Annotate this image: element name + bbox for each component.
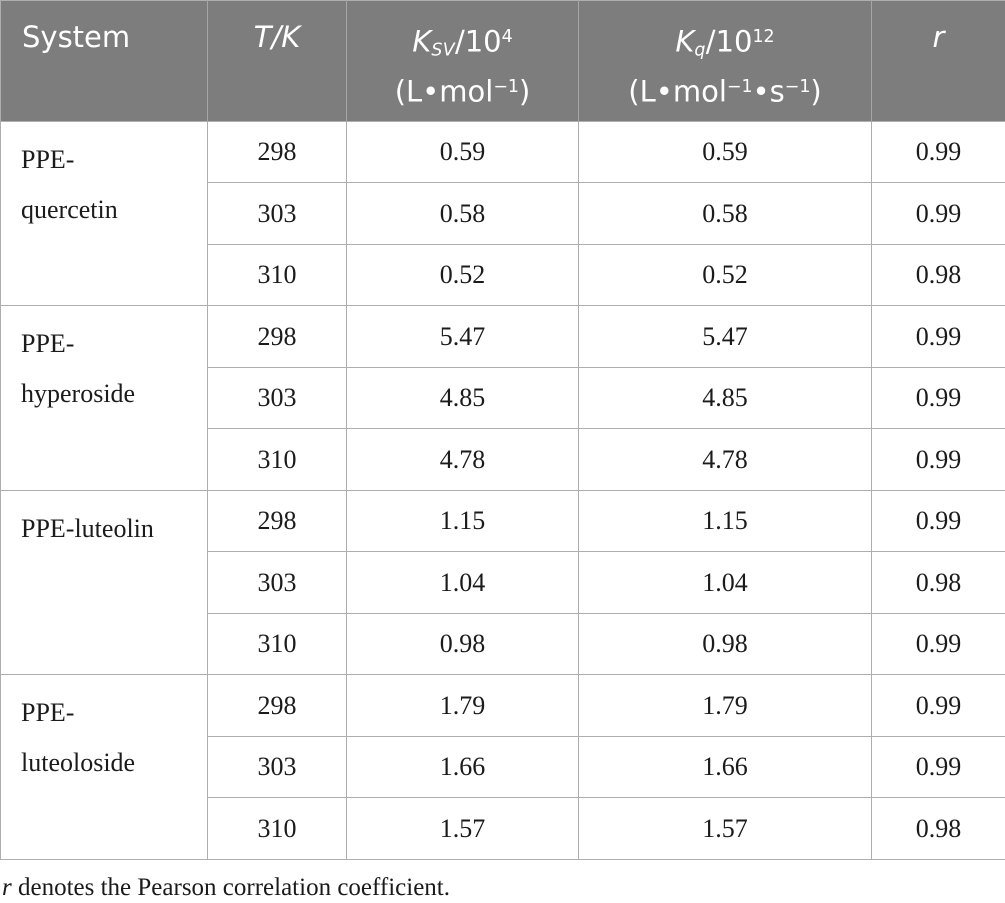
- r-cell: 0.99: [871, 120, 1005, 184]
- temperature-cell: 298: [207, 305, 347, 368]
- ksv-cell: 0.98: [346, 612, 579, 676]
- kq-cell: 4.85: [578, 366, 872, 430]
- r-cell: 0.99: [871, 612, 1005, 676]
- system-cell-hyperoside: PPE- hyperoside: [0, 305, 208, 491]
- ksv-cell: 1.15: [346, 489, 579, 553]
- table-row: 310 1.57 1.57 0.98: [1, 797, 1005, 860]
- quenching-constants-table: System T/K KSV/104 (L•mol−1) Kq/1012 (L•…: [0, 0, 1005, 860]
- kq-cell: 0.52: [578, 243, 872, 307]
- temperature-cell: 310: [207, 243, 347, 307]
- r-cell: 0.98: [871, 243, 1005, 307]
- ksv-cell: 1.57: [346, 797, 579, 860]
- kq-cell: 1.57: [578, 797, 872, 860]
- ksv-cell: 1.04: [346, 551, 579, 614]
- r-header-label: r: [932, 20, 945, 54]
- ksv-unit-line: (L•mol−1): [394, 74, 531, 109]
- ksv-cell: 5.47: [346, 305, 579, 368]
- kq-cell: 1.79: [578, 674, 872, 737]
- footnote-r-symbol: r: [2, 873, 12, 901]
- kq-symbol-line: Kq/1012: [675, 24, 775, 61]
- ksv-cell: 1.79: [346, 674, 579, 737]
- footnote-text: denotes the Pearson correlation coeffici…: [11, 873, 450, 901]
- ksv-cell: 1.66: [346, 735, 579, 799]
- table-row: 303 1.66 1.66 0.99: [1, 735, 1005, 799]
- ksv-cell: 0.52: [346, 243, 579, 307]
- table-row: PPE- quercetin 298 0.59 0.59 0.99: [0, 120, 1005, 307]
- r-cell: 0.99: [871, 674, 1005, 737]
- ksv-cell: 4.78: [346, 428, 579, 491]
- r-cell: 0.99: [871, 489, 1005, 553]
- ksv-cell: 4.85: [346, 366, 579, 430]
- table-row: PPE- luteoloside 298 1.79 1.79 0.99: [0, 674, 1005, 860]
- table-row: 310 0.98 0.98 0.99: [1, 612, 1005, 676]
- temperature-cell: 303: [207, 551, 347, 614]
- table-row: PPE- hyperoside 298 5.47 5.47 0.99: [0, 305, 1005, 491]
- r-cell: 0.98: [871, 551, 1005, 614]
- temperature-cell: 298: [207, 674, 347, 737]
- system-cell-luteoloside: PPE- luteoloside: [0, 674, 208, 860]
- temperature-cell: 303: [207, 735, 347, 799]
- kq-cell: 4.78: [578, 428, 872, 491]
- table-row: 310 4.78 4.78 0.99: [1, 428, 1005, 491]
- col-header-system: System: [0, 0, 208, 122]
- temperature-cell: 298: [207, 489, 347, 553]
- col-header-kq: Kq/1012 (L•mol−1•s−1): [578, 0, 872, 122]
- header-row: System T/K KSV/104 (L•mol−1) Kq/1012 (L•…: [0, 0, 1005, 122]
- table-row: 303 4.85 4.85 0.99: [1, 366, 1005, 430]
- temperature-cell: 303: [207, 366, 347, 430]
- kq-cell: 0.59: [578, 120, 872, 184]
- ksv-symbol-line: KSV/104: [412, 24, 513, 61]
- r-cell: 0.99: [871, 182, 1005, 245]
- kq-cell: 0.58: [578, 182, 872, 245]
- kq-cell: 1.15: [578, 489, 872, 553]
- system-header-label: System: [22, 20, 131, 54]
- kq-cell: 0.98: [578, 612, 872, 676]
- table-body: PPE- quercetin 298 0.59 0.59 0.99 303 0.…: [0, 120, 1005, 860]
- temperature-cell: 298: [207, 120, 347, 184]
- r-cell: 0.98: [871, 797, 1005, 860]
- system-cell-luteolin: PPE-luteolin: [0, 489, 208, 676]
- ksv-cell: 0.58: [346, 182, 579, 245]
- temperature-header-label: T/K: [253, 20, 301, 54]
- temperature-cell: 310: [207, 612, 347, 676]
- kq-cell: 1.66: [578, 735, 872, 799]
- col-header-r: r: [871, 0, 1005, 122]
- kq-cell: 1.04: [578, 551, 872, 614]
- ksv-cell: 0.59: [346, 120, 579, 184]
- temperature-cell: 310: [207, 428, 347, 491]
- table-row: 303 1.04 1.04 0.98: [1, 551, 1005, 614]
- temperature-cell: 303: [207, 182, 347, 245]
- col-header-ksv: KSV/104 (L•mol−1): [346, 0, 579, 122]
- kq-unit-line: (L•mol−1•s−1): [628, 74, 822, 109]
- col-header-temperature: T/K: [207, 0, 347, 122]
- temperature-cell: 310: [207, 797, 347, 860]
- system-cell-quercetin: PPE- quercetin: [0, 120, 208, 307]
- r-cell: 0.99: [871, 366, 1005, 430]
- kq-cell: 5.47: [578, 305, 872, 368]
- r-cell: 0.99: [871, 735, 1005, 799]
- r-cell: 0.99: [871, 305, 1005, 368]
- r-cell: 0.99: [871, 428, 1005, 491]
- table-row: PPE-luteolin 298 1.15 1.15 0.99: [0, 489, 1005, 676]
- table-footnote: r denotes the Pearson correlation coeffi…: [2, 874, 1005, 902]
- table-header: System T/K KSV/104 (L•mol−1) Kq/1012 (L•…: [0, 0, 1005, 122]
